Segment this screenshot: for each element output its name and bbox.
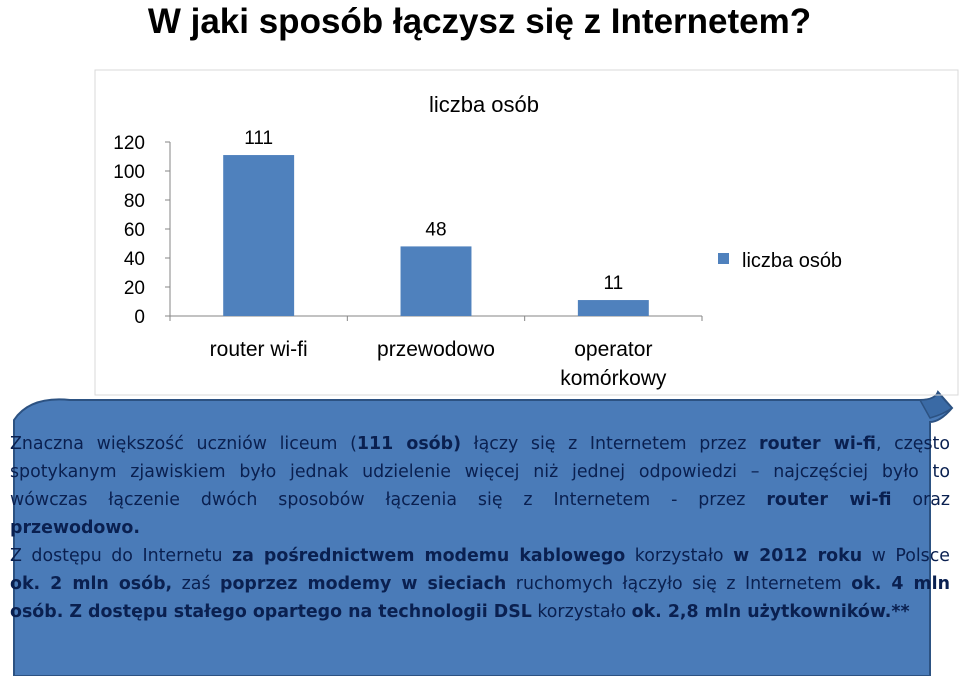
y-tick-label: 80 (124, 191, 145, 212)
plot-area-border (94, 69, 959, 396)
text-line: ok. 2 mln osób, zaś poprzez modemy w sie… (10, 570, 950, 598)
text-segment: ruchomych łączyło się z Internetem (506, 574, 852, 594)
description-text: Znaczna większość uczniów liceum (111 os… (10, 430, 950, 626)
bar-value-label: 11 (603, 273, 623, 294)
x-axis: router wi-fi przewodowo operator komórkowy (169, 315, 703, 390)
text-segment: w 2012 roku (733, 546, 863, 566)
text-segment: oraz (891, 490, 950, 510)
y-tick-label: 40 (124, 249, 145, 270)
legend: liczba osób (718, 250, 842, 272)
bars: 111 48 11 (223, 128, 649, 316)
text-segment: router wi-fi (759, 434, 876, 454)
x-tick-label: router wi-fi (210, 338, 308, 361)
bar-value-label: 111 (244, 128, 273, 149)
y-tick-label: 100 (113, 162, 145, 183)
text-segment: router wi-fi (766, 490, 892, 510)
text-line: osób. Z dostępu stałego opartego na tech… (10, 598, 950, 626)
text-segment: , często (875, 434, 951, 454)
y-tick-label: 60 (124, 220, 145, 241)
legend-label: liczba osób (742, 250, 842, 272)
text-segment: ok. 4 mln (851, 574, 950, 594)
text-segment: poprzez modemy w sieciach (220, 574, 507, 594)
text-segment: za pośrednictwem modemu kablowego (232, 546, 626, 566)
legend-swatch (718, 253, 729, 264)
text-segment: osób. Z dostępu stałego opartego na tech… (10, 602, 532, 622)
text-segment: w Polsce (862, 546, 950, 566)
text-line: Znaczna większość uczniów liceum (111 os… (10, 430, 950, 458)
text-segment: łączy się z Internetem przez (461, 434, 760, 454)
bar (400, 246, 472, 316)
bar (223, 155, 295, 316)
text-segment: Z dostępu do Internetu (10, 546, 233, 566)
text-line: przewodowo. (10, 514, 950, 542)
x-tick-label: przewodowo (377, 338, 495, 361)
chart-title: liczba osób (429, 92, 539, 117)
text-segment: Znaczna większość uczniów liceum ( (10, 434, 357, 454)
text-segment: przewodowo. (10, 518, 140, 538)
x-tick-label: komórkowy (560, 367, 667, 390)
text-segment: korzystało (531, 602, 632, 622)
text-segment: wówczas łączenie dwóch sposobów łączenia… (10, 490, 767, 510)
text-line: spotykanym zjawiskiem było jednak udziel… (10, 458, 950, 486)
text-segment: korzystało (625, 546, 734, 566)
y-tick-label: 0 (134, 307, 145, 328)
text-line: Z dostępu do Internetu za pośrednictwem … (10, 542, 950, 570)
page-title: W jaki sposób łączysz się z Internetem? (147, 2, 812, 41)
bar-chart: liczba osób 0 20 40 60 80 100 120 router wi-fi… (94, 69, 959, 396)
text-segment: 111 osób) (356, 434, 462, 454)
y-tick-label: 20 (124, 278, 145, 299)
text-segment: ok. 2 mln osób, (10, 574, 173, 594)
y-tick-label: 120 (113, 133, 145, 154)
y-axis: 0 20 40 60 80 100 120 (113, 133, 171, 328)
x-tick-label: operator (574, 338, 652, 361)
bar (577, 300, 649, 316)
bar-value-label: 48 (425, 219, 446, 240)
text-segment: zaś (172, 574, 221, 594)
text-line: wówczas łączenie dwóch sposobów łączenia… (10, 486, 950, 514)
text-segment: ok. 2,8 mln użytkowników.** (631, 602, 910, 622)
text-segment: spotykanym zjawiskiem było jednak udziel… (10, 462, 950, 482)
